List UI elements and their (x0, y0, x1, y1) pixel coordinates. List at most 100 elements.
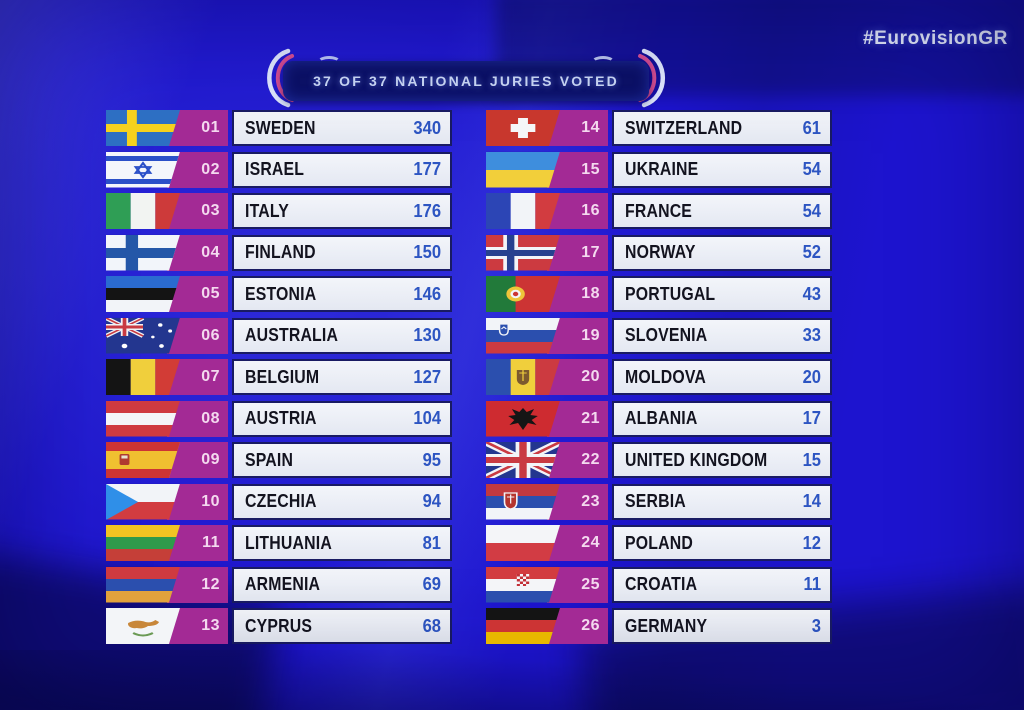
rank-number: 17 (581, 243, 600, 261)
result-panel: UNITED KINGDOM 15 (612, 442, 832, 478)
result-row: 13 CYPRUS 68 (106, 608, 452, 644)
result-row: 21 ALBANIA 17 (486, 400, 832, 437)
result-panel: SLOVENIA 33 (612, 317, 832, 354)
scoreboard-column-right: 14 SWITZERLAND 61 15 UKRAINE 54 16 FRANCE 54 17 NO… (486, 110, 832, 650)
rank-number: 11 (202, 534, 220, 551)
country-name: SLOVENIA (625, 325, 708, 345)
flag-norway-icon (486, 235, 560, 271)
juries-banner: 37 OF 37 NATIONAL JURIES VOTED (255, 46, 677, 115)
flag-czechia-icon (106, 484, 180, 520)
country-name: FINLAND (245, 242, 316, 262)
score-value: 12 (802, 532, 821, 553)
country-name: ISRAEL (245, 159, 305, 179)
banner-plate: 37 OF 37 NATIONAL JURIES VOTED (283, 55, 649, 101)
flag-austria-icon (106, 401, 180, 437)
result-row: 14 SWITZERLAND 61 (486, 110, 832, 146)
result-panel: POLAND 12 (612, 525, 832, 561)
score-value: 54 (802, 200, 821, 221)
result-row: 22 UNITED KINGDOM 15 (486, 442, 832, 478)
country-name: ALBANIA (625, 408, 698, 428)
flag-serbia-icon (486, 484, 560, 520)
country-name: MOLDOVA (625, 366, 707, 387)
flag-cyprus-icon (106, 608, 180, 644)
rank-number: 04 (201, 243, 220, 261)
result-panel: ISRAEL 177 (232, 151, 452, 188)
result-panel: ARMENIA 69 (232, 566, 452, 603)
result-row: 02 ISRAEL 177 (106, 151, 452, 188)
result-row: 26 GERMANY 3 (486, 608, 832, 644)
rank-number: 13 (201, 617, 220, 634)
rank-badge: 04 (167, 234, 228, 271)
country-name: FRANCE (625, 200, 693, 221)
rank-number: 25 (581, 575, 600, 593)
rank-number: 24 (581, 534, 600, 551)
country-name: ITALY (245, 200, 290, 221)
flag-spain-icon (106, 442, 180, 478)
flag-poland-icon (486, 525, 560, 561)
country-name: CYPRUS (245, 615, 313, 636)
flag-lithuania-icon (106, 525, 180, 561)
flag-estonia-icon (106, 276, 180, 312)
score-value: 33 (802, 325, 821, 345)
rank-number: 10 (201, 492, 220, 510)
result-row: 08 AUSTRIA 104 (106, 400, 452, 437)
score-value: 11 (803, 574, 821, 594)
country-name: ARMENIA (245, 574, 321, 594)
rank-badge: 02 (167, 151, 228, 188)
result-panel: SERBIA 14 (612, 483, 832, 520)
flag-armenia-icon (106, 567, 180, 603)
country-name: LITHUANIA (245, 532, 332, 553)
rank-number: 05 (201, 285, 220, 302)
country-name: UNITED KINGDOM (625, 449, 768, 470)
result-panel: CROATIA 11 (612, 566, 832, 603)
result-row: 01 SWEDEN 340 (106, 110, 452, 146)
result-row: 19 SLOVENIA 33 (486, 317, 832, 354)
flag-sweden-icon (106, 110, 180, 146)
result-row: 16 FRANCE 54 (486, 193, 832, 229)
score-value: 104 (413, 408, 441, 428)
hashtag-label: #EurovisionGR (862, 28, 1008, 49)
flag-finland-icon (106, 235, 180, 271)
flag-portugal-icon (486, 276, 560, 312)
score-value: 52 (802, 242, 821, 262)
result-row: 20 MOLDOVA 20 (486, 359, 832, 395)
rank-number: 20 (581, 368, 600, 385)
result-row: 07 BELGIUM 127 (106, 359, 452, 395)
rank-number: 22 (581, 451, 600, 468)
score-value: 95 (422, 449, 441, 470)
country-name: GERMANY (625, 615, 708, 636)
result-row: 10 CZECHIA 94 (106, 483, 452, 520)
country-name: SWEDEN (245, 117, 316, 138)
flag-france-icon (486, 193, 560, 229)
result-row: 15 UKRAINE 54 (486, 151, 832, 188)
country-name: AUSTRIA (245, 408, 317, 428)
country-name: SERBIA (625, 491, 686, 511)
result-row: 25 CROATIA 11 (486, 566, 832, 603)
result-panel: NORWAY 52 (612, 234, 832, 271)
score-value: 15 (802, 449, 821, 470)
score-value: 14 (802, 491, 821, 511)
result-row: 03 ITALY 176 (106, 193, 452, 229)
score-value: 81 (422, 532, 441, 553)
result-panel: SWEDEN 340 (232, 110, 452, 146)
result-row: 12 ARMENIA 69 (106, 566, 452, 603)
rank-number: 26 (581, 617, 600, 634)
result-panel: LITHUANIA 81 (232, 525, 452, 561)
score-value: 54 (802, 159, 821, 179)
result-row: 18 PORTUGAL 43 (486, 276, 832, 312)
flag-switzerland-icon (486, 110, 560, 146)
result-panel: CZECHIA 94 (232, 483, 452, 520)
result-panel: ALBANIA 17 (612, 400, 832, 437)
result-row: 09 SPAIN 95 (106, 442, 452, 478)
rank-number: 03 (201, 202, 220, 219)
result-row: 05 ESTONIA 146 (106, 276, 452, 312)
scoreboard-column-left: 01 SWEDEN 340 02 ISRAEL 177 03 ITALY 176 04 FINLAN… (106, 110, 452, 650)
flag-ukraine-icon (486, 152, 560, 188)
rank-number: 16 (581, 202, 600, 219)
flag-albania-icon (486, 401, 560, 437)
country-name: ESTONIA (245, 283, 317, 304)
flag-italy-icon (106, 193, 180, 229)
score-value: 177 (413, 159, 441, 179)
score-value: 20 (802, 366, 821, 387)
